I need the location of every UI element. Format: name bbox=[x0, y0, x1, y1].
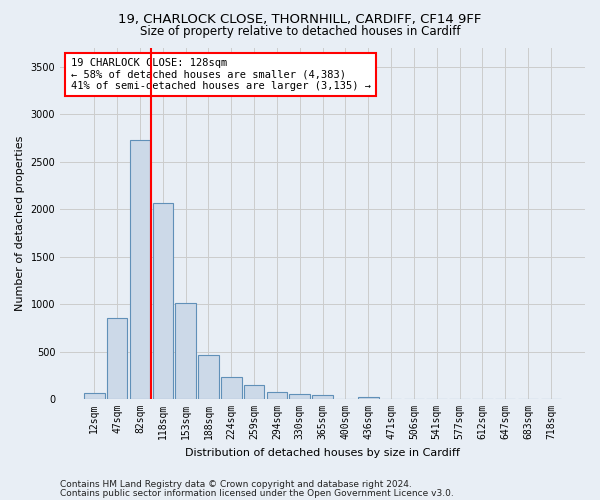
Text: 19 CHARLOCK CLOSE: 128sqm
← 58% of detached houses are smaller (4,383)
41% of se: 19 CHARLOCK CLOSE: 128sqm ← 58% of detac… bbox=[71, 58, 371, 91]
Y-axis label: Number of detached properties: Number of detached properties bbox=[15, 136, 25, 311]
Bar bbox=[130, 140, 150, 399]
Bar bbox=[358, 396, 379, 399]
Text: 19, CHARLOCK CLOSE, THORNHILL, CARDIFF, CF14 9FF: 19, CHARLOCK CLOSE, THORNHILL, CARDIFF, … bbox=[118, 12, 482, 26]
Text: Size of property relative to detached houses in Cardiff: Size of property relative to detached ho… bbox=[140, 25, 460, 38]
Bar bbox=[221, 377, 242, 399]
Bar bbox=[175, 303, 196, 399]
Bar bbox=[244, 385, 265, 399]
Bar bbox=[313, 396, 333, 399]
Bar bbox=[152, 204, 173, 399]
Bar bbox=[266, 392, 287, 399]
Text: Contains HM Land Registry data © Crown copyright and database right 2024.: Contains HM Land Registry data © Crown c… bbox=[60, 480, 412, 489]
X-axis label: Distribution of detached houses by size in Cardiff: Distribution of detached houses by size … bbox=[185, 448, 460, 458]
Bar bbox=[289, 394, 310, 399]
Text: Contains public sector information licensed under the Open Government Licence v3: Contains public sector information licen… bbox=[60, 488, 454, 498]
Bar bbox=[84, 394, 104, 399]
Bar bbox=[198, 356, 219, 399]
Bar bbox=[107, 318, 127, 399]
